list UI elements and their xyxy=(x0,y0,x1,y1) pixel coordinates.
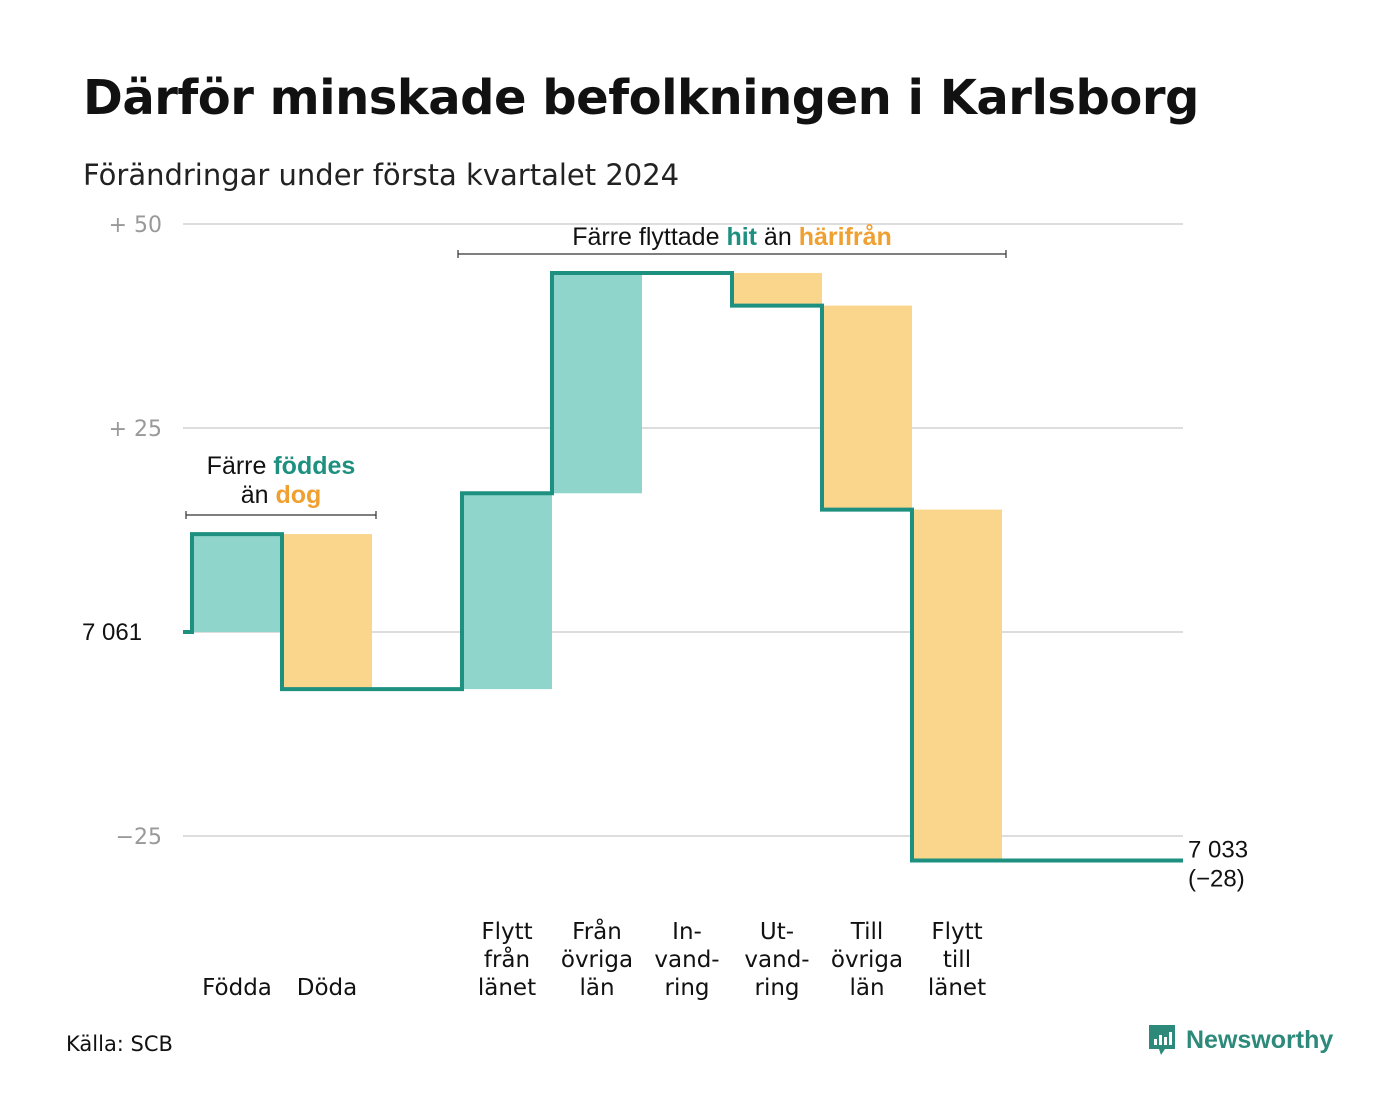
annotation-part: härifrån xyxy=(799,223,892,251)
waterfall-bar xyxy=(732,272,822,306)
brand-name: Newsworthy xyxy=(1186,1025,1334,1054)
annotation-part: än xyxy=(241,481,276,509)
annotation-part: än xyxy=(757,223,799,251)
chart-title: Därför minskade befolkningen i Karlsborg xyxy=(83,70,1199,126)
x-category-label: län xyxy=(579,975,614,1001)
waterfall-bar xyxy=(552,272,642,494)
chart-subtitle: Förändringar under första kvartalet 2024 xyxy=(83,158,680,192)
waterfall-bar xyxy=(192,534,282,632)
x-category-label: In- xyxy=(672,919,702,945)
x-category-label: övriga xyxy=(561,947,633,973)
waterfall-bar xyxy=(912,509,1002,861)
x-category-label: övriga xyxy=(831,947,903,973)
x-category-label: Till xyxy=(850,919,884,945)
x-category-label: till xyxy=(943,947,971,973)
annotation-text: Färre föddes xyxy=(207,452,356,480)
y-tick-label: + 25 xyxy=(109,417,162,442)
x-category-label: länet xyxy=(928,975,986,1001)
waterfall-bar xyxy=(822,305,912,510)
start-value-label: 7 061 xyxy=(82,619,142,646)
x-category-label: Flytt xyxy=(481,919,532,945)
x-category-label: Från xyxy=(572,917,622,945)
x-category-label: ring xyxy=(754,975,799,1001)
x-category-label: Döda xyxy=(297,975,357,1001)
annotation-part: Färre flyttade xyxy=(572,223,726,251)
annotation-part: Färre xyxy=(207,452,274,480)
annotation-part: föddes xyxy=(273,452,355,480)
source-note: Källa: SCB xyxy=(66,1032,173,1056)
y-tick-label: −25 xyxy=(116,825,162,850)
x-category-label: Ut- xyxy=(760,919,794,945)
waterfall-bar xyxy=(462,493,552,690)
cumulative-step-line xyxy=(183,270,1183,863)
x-category-label: länet xyxy=(478,975,536,1001)
newsworthy-logo-icon xyxy=(1149,1025,1175,1055)
annotation-part: hit xyxy=(726,223,757,251)
annotation-part: dog xyxy=(275,481,321,509)
annotation-text: Färre flyttade hit än härifrån xyxy=(572,223,892,251)
x-category-label: län xyxy=(849,975,884,1001)
end-value-label: 7 033 xyxy=(1188,836,1248,863)
newsworthy-brand: Newsworthy xyxy=(1146,1022,1333,1058)
end-change-label: (−28) xyxy=(1188,865,1245,892)
x-category-label: vand- xyxy=(744,947,809,973)
x-category-label: Födda xyxy=(202,975,272,1001)
y-tick-label: + 50 xyxy=(109,213,162,238)
waterfall-bar xyxy=(282,534,372,690)
x-category-label: vand- xyxy=(654,947,719,973)
x-category-label: från xyxy=(484,945,530,973)
x-category-label: ring xyxy=(664,975,709,1001)
annotation-text: än dog xyxy=(241,481,322,509)
x-category-label: Flytt xyxy=(931,919,982,945)
